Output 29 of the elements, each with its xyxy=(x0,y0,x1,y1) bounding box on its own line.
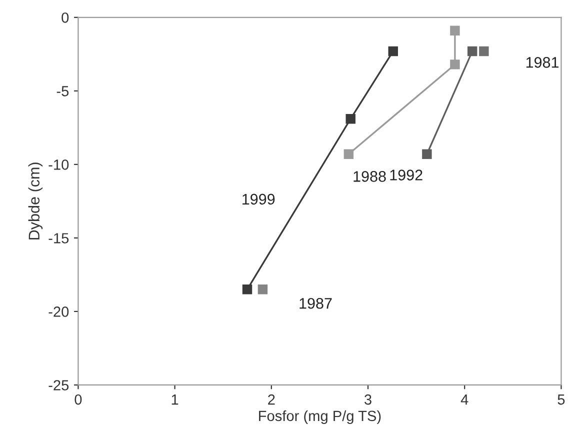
x-tick-label: 1 xyxy=(172,394,178,405)
text: 1981 xyxy=(526,57,559,68)
point xyxy=(242,284,252,294)
point xyxy=(346,114,356,124)
series-label: 1988 xyxy=(354,171,386,182)
y-tick-label: -15 xyxy=(48,233,69,244)
x-tick-label: 5 xyxy=(558,394,565,405)
y-tick-label: -25 xyxy=(48,380,69,390)
series-label: 1992 xyxy=(390,170,422,180)
y-axis-title: Dybde (cm) xyxy=(28,162,43,240)
y-tick-label: 0 xyxy=(62,12,69,23)
point xyxy=(450,26,460,36)
y-tick-label: -5 xyxy=(56,86,69,96)
point xyxy=(388,46,398,56)
series-label: 1999 xyxy=(242,194,275,205)
point xyxy=(467,46,478,56)
y-tick-label: -20 xyxy=(48,306,69,317)
point xyxy=(479,46,489,56)
point xyxy=(422,149,432,159)
x-tick-label: 2 xyxy=(268,394,275,405)
text: 1987 xyxy=(300,298,332,309)
point xyxy=(258,284,268,294)
x-axis-title: Fosfor (mg P/g TS) xyxy=(259,410,381,424)
point xyxy=(450,60,460,70)
y-tick-label: -10 xyxy=(48,160,69,170)
x-tick-label: 0 xyxy=(74,394,82,405)
point xyxy=(344,149,354,159)
x-tick-label: 4 xyxy=(460,394,468,405)
x-tick-label: 3 xyxy=(364,394,372,405)
